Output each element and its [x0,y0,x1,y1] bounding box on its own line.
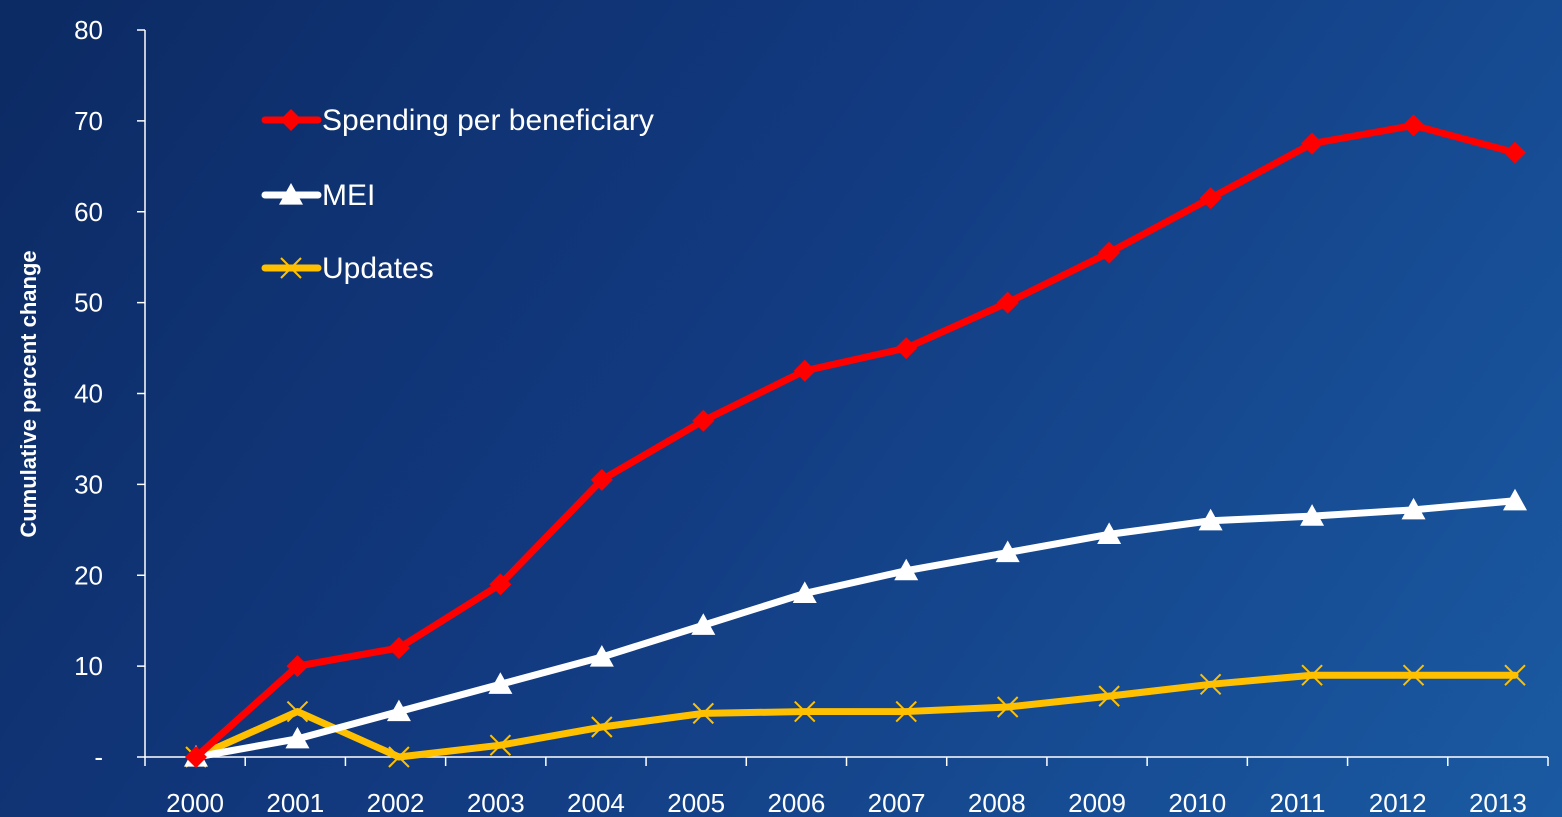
x-tick-label: 2000 [166,788,224,817]
x-tick-label: 2003 [467,788,525,817]
x-tick-label: 2005 [667,788,725,817]
y-tick-label: 20 [74,560,103,590]
data-point-updates [286,700,309,723]
data-point-mei [386,699,411,722]
x-tick-label: 2013 [1469,788,1527,817]
series-spending-per-beneficiary [185,114,1526,768]
data-point-spending-per-beneficiary [185,746,207,768]
legend-label: Updates [322,252,434,285]
data-point-updates [794,700,816,723]
x-tick-label: 2011 [1270,788,1326,817]
x-tick-label: 2009 [1068,788,1126,817]
x-tick-label: 2001 [266,788,324,817]
y-tick-label: 60 [74,197,103,227]
data-point-updates [591,716,613,738]
y-axis-label: Cumulative percent change [16,250,41,537]
y-tick-label: 50 [74,288,103,318]
y-tick-label: 10 [74,651,103,681]
x-marker-stroke [1504,664,1526,686]
data-point-mei [792,581,817,604]
legend-label: MEI [322,179,375,212]
x-marker-stroke [794,700,816,723]
data-point-updates [388,746,410,768]
x-tick-label: 2006 [767,788,825,817]
x-marker-stroke [1402,664,1425,686]
data-point-mei [691,613,716,635]
legend-item-mei: MEI [261,179,375,212]
data-point-spending-per-beneficiary [489,573,512,596]
series-layer [184,114,1527,768]
data-point-mei [1503,488,1527,511]
y-tick-label: - [94,742,103,772]
x-tick-label: 2004 [567,788,625,817]
data-point-spending-per-beneficiary [895,337,918,360]
x-marker-stroke [489,734,512,756]
series-line-updates [192,671,1519,761]
y-tick-label: 40 [74,379,103,409]
x-marker-stroke [1199,673,1222,696]
data-point-spending-per-beneficiary [692,409,715,432]
data-point-spending-per-beneficiary [387,636,410,659]
data-point-spending-per-beneficiary [793,359,816,382]
x-marker-stroke [1098,685,1120,707]
x-marker-stroke [388,746,410,768]
x-tick-label: 2010 [1168,788,1226,817]
data-point-mei [1198,508,1223,531]
data-point-updates [489,734,512,756]
data-point-updates [1098,685,1120,707]
x-tick-label: 2002 [367,788,425,817]
data-point-updates [1402,664,1425,686]
x-marker-stroke [280,257,302,279]
legend-marker [279,183,303,205]
data-point-spending-per-beneficiary [1098,241,1121,264]
legend: Spending per beneficiary MEI Updates [261,104,654,285]
x-marker-stroke [286,700,309,723]
data-point-spending-per-beneficiary [1402,114,1425,137]
data-point-updates [895,700,917,723]
x-marker-stroke [895,700,917,723]
axes: - 10 20 30 40 50 60 70 80 2000 2001 2002 2003 2004 200… [74,15,1549,817]
data-point-mei [1401,497,1426,520]
x-marker-stroke [1301,664,1323,686]
data-point-updates [1199,673,1222,696]
data-point-spending-per-beneficiary [996,291,1019,314]
x-tick-label: 2007 [868,788,926,817]
data-point-mei [589,645,614,667]
data-point-spending-per-beneficiary [1301,132,1324,155]
data-point-spending-per-beneficiary [286,655,309,678]
legend-marker [280,257,302,279]
data-point-updates [692,702,715,725]
x-tick-label: 2012 [1369,788,1427,817]
legend-label: Spending per beneficiary [322,104,654,137]
series-mei [184,488,1527,767]
legend-item-updates: Updates [261,252,434,285]
legend-marker [280,109,302,131]
y-tick-label: 80 [74,15,103,45]
data-point-spending-per-beneficiary [590,468,613,491]
y-tick-label: 70 [74,106,103,136]
x-marker-stroke [996,696,1019,718]
data-point-mei [995,540,1020,563]
data-point-spending-per-beneficiary [1504,141,1526,164]
series-line-spending-per-beneficiary [192,121,1519,761]
x-marker-stroke [692,702,715,725]
data-point-updates [996,696,1019,718]
y-tick-label: 30 [74,469,103,499]
x-marker-stroke [591,716,613,738]
series-line-mei [192,497,1519,761]
data-point-mei [1097,522,1122,544]
data-point-updates [1301,664,1323,686]
data-point-mei [488,672,513,694]
legend-item-spending-per-beneficiary: Spending per beneficiary [261,104,654,137]
data-point-mei [285,726,310,749]
x-tick-label: 2008 [968,788,1026,817]
data-point-updates [1504,664,1526,686]
data-point-spending-per-beneficiary [1199,187,1222,210]
data-point-mei [1300,504,1325,526]
data-point-mei [894,558,919,581]
